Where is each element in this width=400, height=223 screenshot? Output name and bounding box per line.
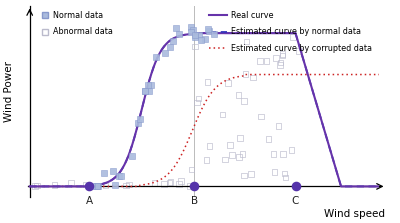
Point — [240, 99, 247, 103]
Point — [173, 26, 180, 29]
Point — [279, 54, 286, 58]
Point — [153, 56, 160, 59]
Point — [241, 173, 247, 177]
Point — [142, 89, 148, 92]
Point — [188, 25, 194, 29]
Point — [197, 39, 204, 42]
Point — [248, 172, 254, 176]
Point — [244, 40, 250, 43]
Point — [82, 183, 88, 186]
Point — [264, 59, 270, 63]
Point — [235, 93, 242, 97]
Point — [191, 185, 197, 188]
Point — [128, 154, 135, 157]
Point — [86, 185, 92, 188]
Point — [162, 51, 168, 54]
Point — [123, 184, 129, 188]
Point — [236, 155, 242, 159]
Point — [242, 72, 249, 76]
Point — [279, 52, 286, 56]
Point — [116, 175, 122, 178]
Point — [176, 32, 182, 35]
Point — [196, 33, 202, 37]
Point — [222, 158, 228, 161]
Point — [34, 184, 40, 187]
Point — [258, 115, 264, 118]
Point — [228, 153, 235, 157]
Point — [178, 179, 184, 183]
Point — [192, 33, 198, 36]
Point — [51, 183, 58, 186]
Point — [170, 39, 176, 43]
Point — [206, 29, 212, 33]
Point — [186, 184, 193, 188]
X-axis label: Wind speed: Wind speed — [324, 209, 385, 219]
Point — [152, 182, 158, 185]
Point — [225, 81, 231, 85]
Text: B: B — [190, 196, 198, 206]
Point — [265, 137, 272, 140]
Point — [89, 185, 95, 188]
Point — [237, 136, 243, 140]
Point — [176, 182, 182, 186]
Point — [281, 172, 288, 175]
Point — [277, 63, 283, 67]
Point — [204, 80, 211, 84]
Point — [292, 185, 299, 188]
Point — [135, 122, 142, 125]
Point — [202, 37, 208, 40]
Point — [296, 49, 302, 53]
Point — [282, 176, 288, 179]
Point — [166, 181, 173, 185]
Point — [102, 184, 108, 187]
Point — [273, 56, 280, 60]
Point — [192, 35, 199, 38]
Point — [257, 59, 263, 63]
Text: C: C — [292, 196, 299, 206]
Point — [161, 182, 167, 186]
Point — [68, 180, 74, 184]
Point — [110, 169, 116, 173]
Point — [94, 185, 100, 188]
Point — [101, 171, 107, 175]
Point — [194, 101, 200, 104]
Point — [32, 184, 38, 188]
Point — [239, 152, 246, 156]
Point — [144, 83, 151, 87]
Point — [118, 174, 125, 177]
Point — [250, 76, 256, 79]
Point — [203, 158, 210, 162]
Point — [136, 117, 143, 120]
Point — [188, 31, 194, 34]
Point — [147, 83, 154, 86]
Point — [146, 89, 153, 92]
Point — [195, 97, 202, 101]
Point — [167, 180, 174, 184]
Point — [277, 61, 284, 64]
Point — [126, 183, 132, 186]
Point — [93, 185, 100, 188]
Point — [275, 124, 282, 128]
Point — [188, 168, 195, 171]
Text: A: A — [86, 196, 93, 206]
Point — [112, 184, 118, 187]
Point — [142, 89, 148, 93]
Point — [94, 185, 101, 188]
Point — [288, 148, 295, 152]
Point — [192, 45, 198, 48]
Point — [290, 35, 296, 39]
Point — [206, 144, 213, 148]
Point — [272, 170, 278, 174]
Y-axis label: Wind Power: Wind Power — [4, 61, 14, 122]
Point — [211, 32, 217, 35]
Point — [190, 28, 196, 32]
Point — [205, 27, 212, 30]
Point — [219, 113, 226, 116]
Point — [280, 152, 286, 156]
Point — [167, 45, 173, 49]
Point — [270, 153, 276, 156]
Legend: Real curve, Estimated curve by normal data, Estimated curve by corrupted data: Real curve, Estimated curve by normal da… — [208, 10, 374, 54]
Point — [227, 143, 234, 147]
